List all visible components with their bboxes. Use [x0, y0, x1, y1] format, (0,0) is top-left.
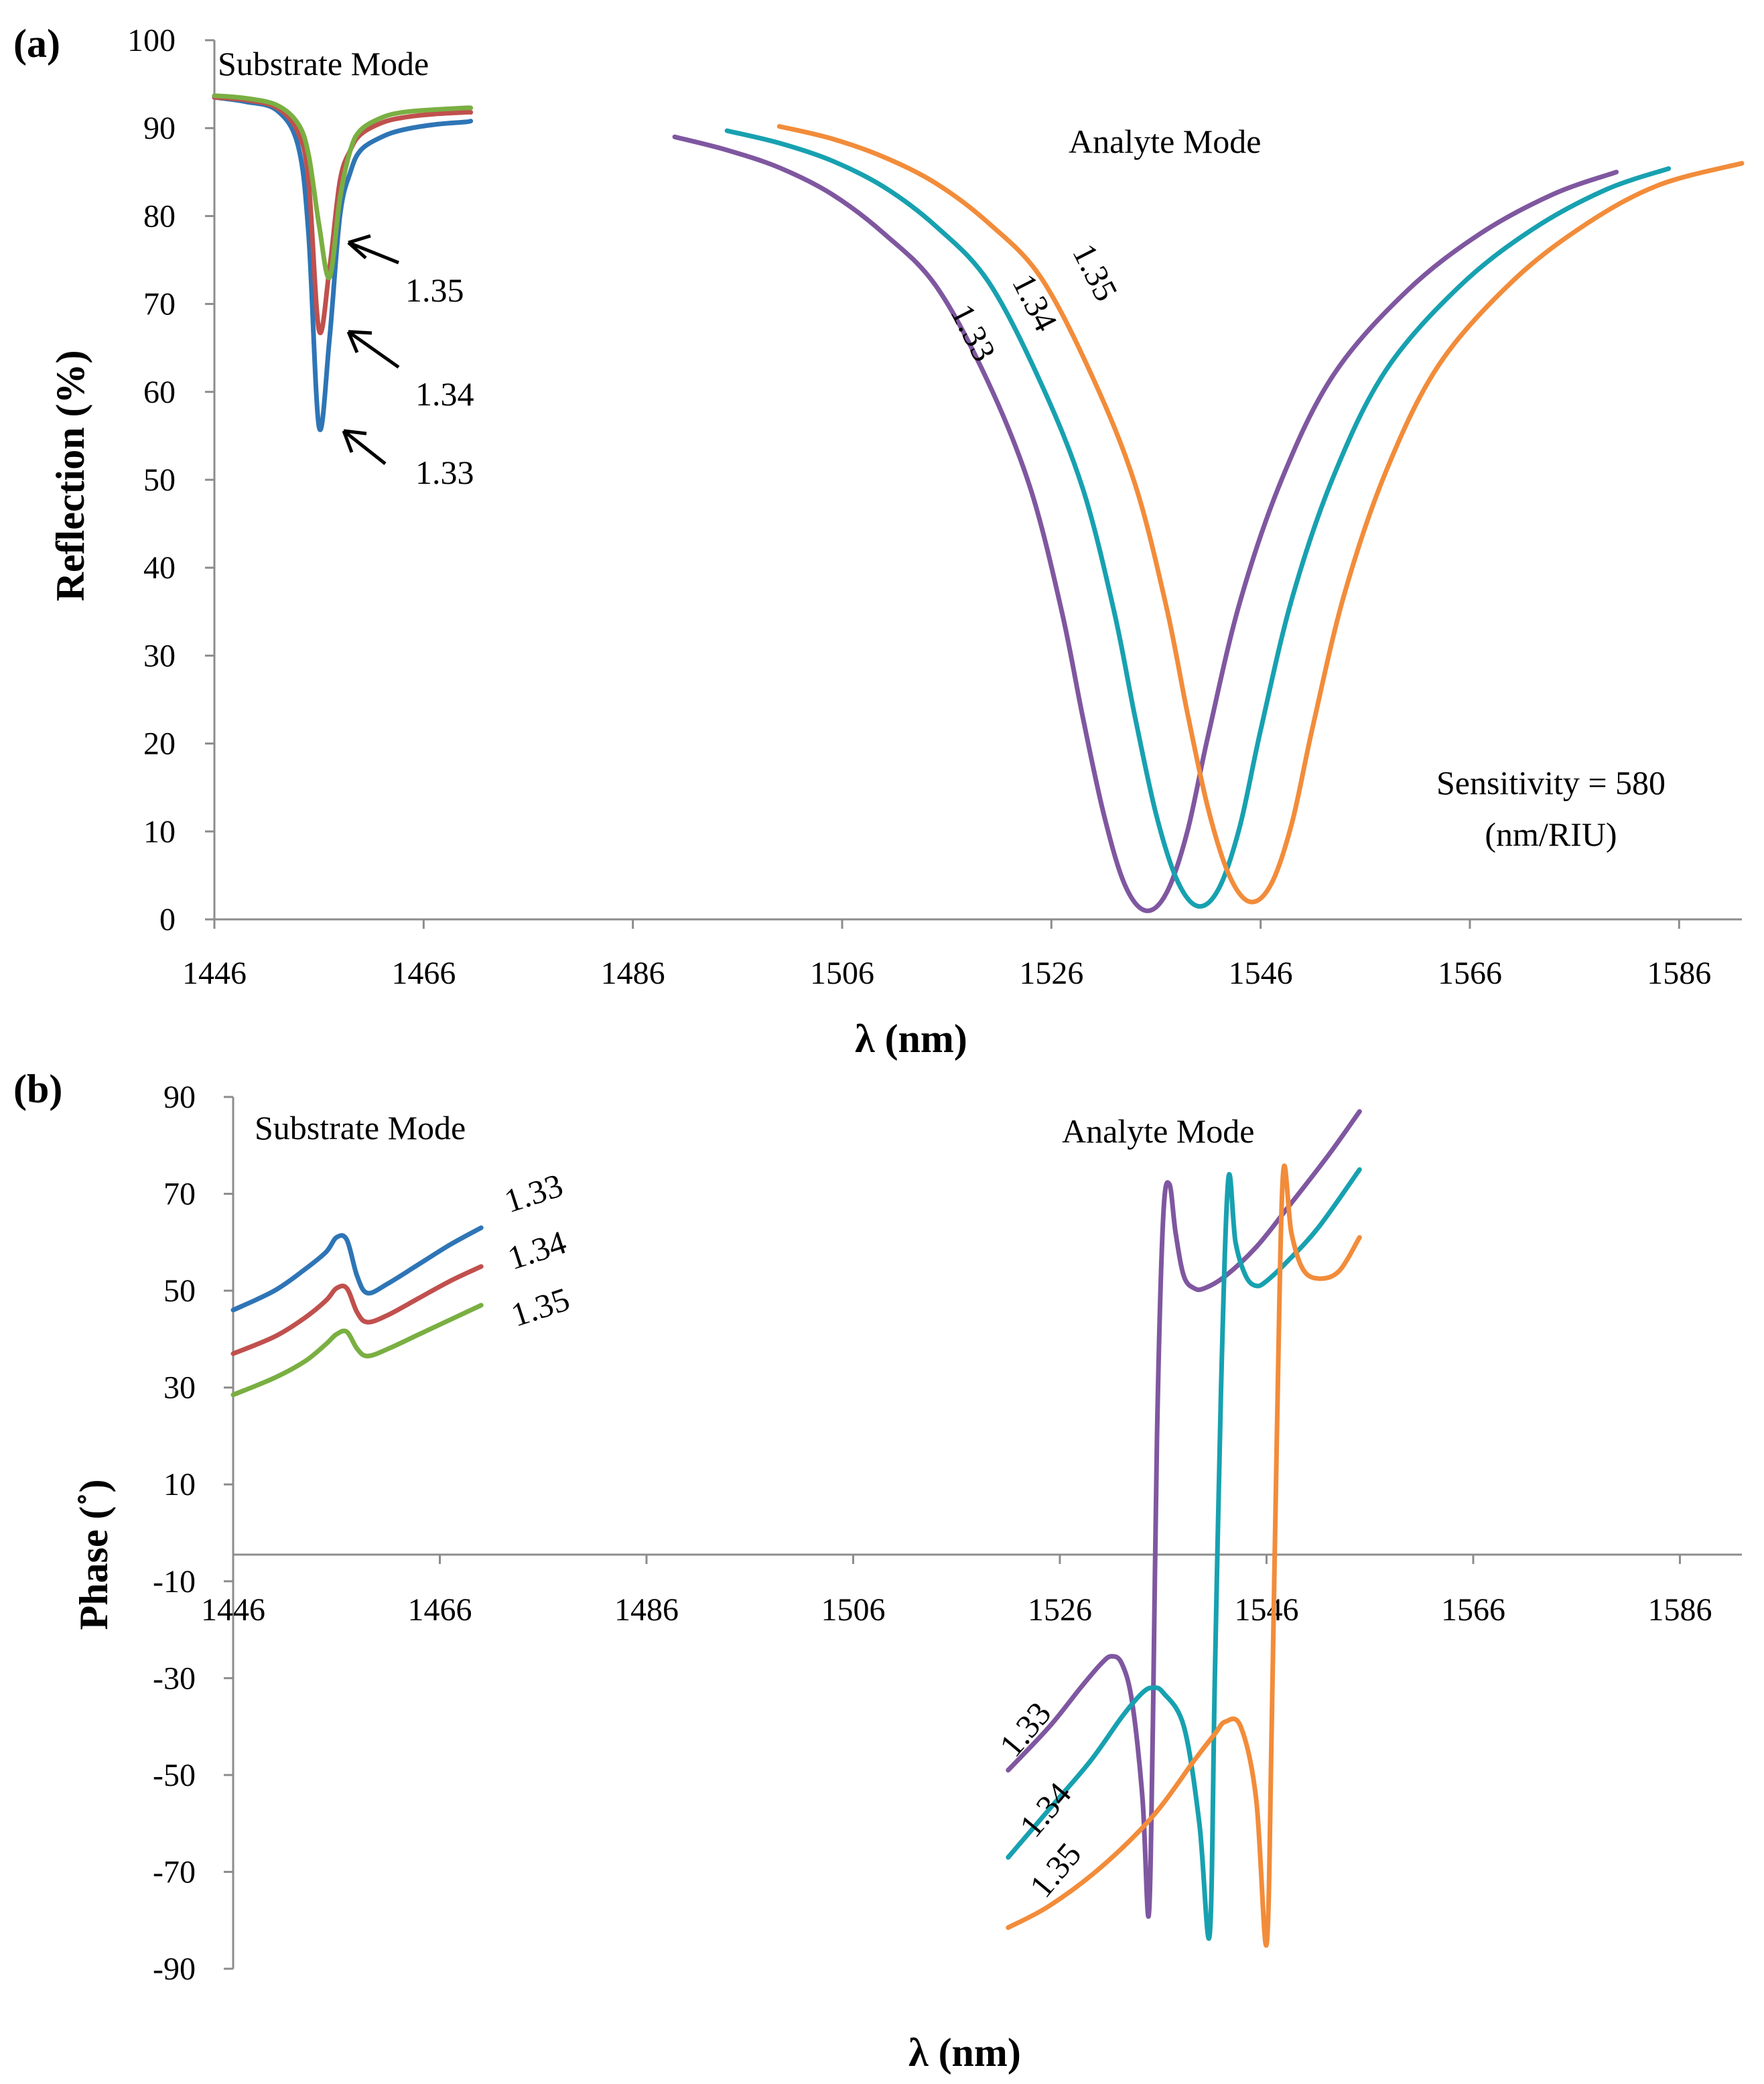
- y-tick-label: 60: [143, 375, 176, 410]
- panel-a-substrate-mode-label: Substrate Mode: [218, 45, 429, 82]
- series-line-substrate-1-35: [230, 1303, 484, 1397]
- y-tick-label: 70: [163, 1177, 196, 1212]
- series-line-analyte-1-34: [1006, 1167, 1362, 1941]
- x-tick-label: 1546: [1234, 1592, 1298, 1628]
- arrow-1-35: [347, 234, 399, 265]
- x-tick-label: 1586: [1647, 956, 1711, 991]
- y-tick-label: -10: [153, 1564, 196, 1600]
- y-tick-label: -90: [153, 1951, 196, 1987]
- x-tick-label: 1466: [407, 1592, 472, 1628]
- x-tick-label: 1486: [614, 1592, 679, 1628]
- panel-a-substrate-label-1-33: 1.33: [415, 454, 474, 491]
- panel-a-reflection-chart: (a) 0 10 20 30 40 50 60 70 80 90 100 1446 1466 1486 15…: [13, 21, 1745, 1061]
- y-tick-label: 30: [143, 638, 176, 673]
- series-line-substrate-1-35: [212, 93, 474, 280]
- x-tick-label: 1526: [1019, 956, 1083, 991]
- x-tick-label: 1546: [1229, 956, 1293, 991]
- panel-b-label: (b): [13, 1067, 62, 1111]
- y-tick-label: 40: [143, 550, 176, 586]
- series-line-analyte-1-33: [672, 134, 1619, 913]
- panel-a-substrate-arrows: [342, 234, 400, 465]
- series-line-substrate-1-33: [230, 1225, 484, 1313]
- x-tick-label: 1446: [201, 1592, 265, 1628]
- x-tick-label: 1506: [821, 1592, 885, 1628]
- x-tick-label: 1446: [182, 956, 247, 991]
- panel-a-axes: 0 10 20 30 40 50 60 70 80 90 100 1446 1466 1486 1506 15…: [127, 23, 1742, 991]
- x-tick-label: 1566: [1438, 956, 1502, 991]
- series-line-substrate-1-33: [212, 94, 474, 432]
- panel-a-substrate-label-1-35: 1.35: [405, 271, 464, 309]
- panel-b-analyte-mode-label: Analyte Mode: [1062, 1112, 1254, 1150]
- y-tick-label: 30: [163, 1370, 196, 1406]
- x-tick-label: 1526: [1028, 1592, 1092, 1628]
- y-tick-label: 70: [143, 287, 176, 322]
- y-tick-label: 20: [143, 726, 176, 762]
- y-tick-label: 50: [143, 462, 176, 498]
- x-tick-label: 1486: [601, 956, 665, 991]
- y-tick-label: 10: [143, 814, 176, 850]
- panel-b-x-axis-title: λ (nm): [908, 2030, 1021, 2075]
- x-tick-label: 1586: [1647, 1592, 1712, 1628]
- series-line-analyte-1-34: [724, 128, 1672, 909]
- y-tick-label: 90: [143, 111, 176, 146]
- y-tick-label: 100: [127, 23, 176, 58]
- series-line-substrate-1-34: [230, 1264, 484, 1356]
- y-tick-label: 90: [163, 1080, 196, 1115]
- panel-b-y-axis-title: Phase (˚): [72, 1480, 116, 1630]
- y-tick-label: -30: [153, 1660, 196, 1696]
- series-line-analyte-1-35: [1006, 1163, 1362, 1948]
- x-tick-label: 1566: [1441, 1592, 1505, 1628]
- y-tick-label: 10: [163, 1467, 196, 1502]
- x-tick-label: 1506: [810, 956, 874, 991]
- panel-a-sensitivity-unit-label: (nm/RIU): [1485, 816, 1617, 853]
- panel-b-series: [230, 1109, 1362, 1948]
- panel-a-x-axis-title: λ (nm): [855, 1017, 967, 1061]
- arrow-1-33: [342, 429, 387, 465]
- y-tick-label: -70: [153, 1854, 196, 1890]
- y-tick-label: 80: [143, 198, 176, 234]
- panel-a-analyte-mode-label: Analyte Mode: [1069, 123, 1261, 160]
- panel-b-axes: -90 -70 -50 -30 -10 10 30 50 70 90 1446 1466 1486 150…: [153, 1080, 1742, 1987]
- x-tick-label: 1466: [391, 956, 456, 991]
- panel-a-label: (a): [13, 21, 60, 66]
- panel-b-substrate-mode-label: Substrate Mode: [255, 1109, 466, 1147]
- panel-a-series: [212, 93, 1745, 913]
- y-tick-label: 0: [159, 902, 176, 937]
- series-line-analyte-1-35: [776, 124, 1745, 905]
- panel-a-substrate-label-1-34: 1.34: [415, 375, 474, 413]
- y-tick-label: -50: [153, 1758, 196, 1793]
- arrow-1-34: [346, 330, 400, 369]
- panel-a-sensitivity-label: Sensitivity = 580: [1436, 764, 1666, 801]
- panel-a-y-axis-title: Reflection (%): [48, 350, 92, 602]
- y-tick-label: 50: [163, 1273, 196, 1309]
